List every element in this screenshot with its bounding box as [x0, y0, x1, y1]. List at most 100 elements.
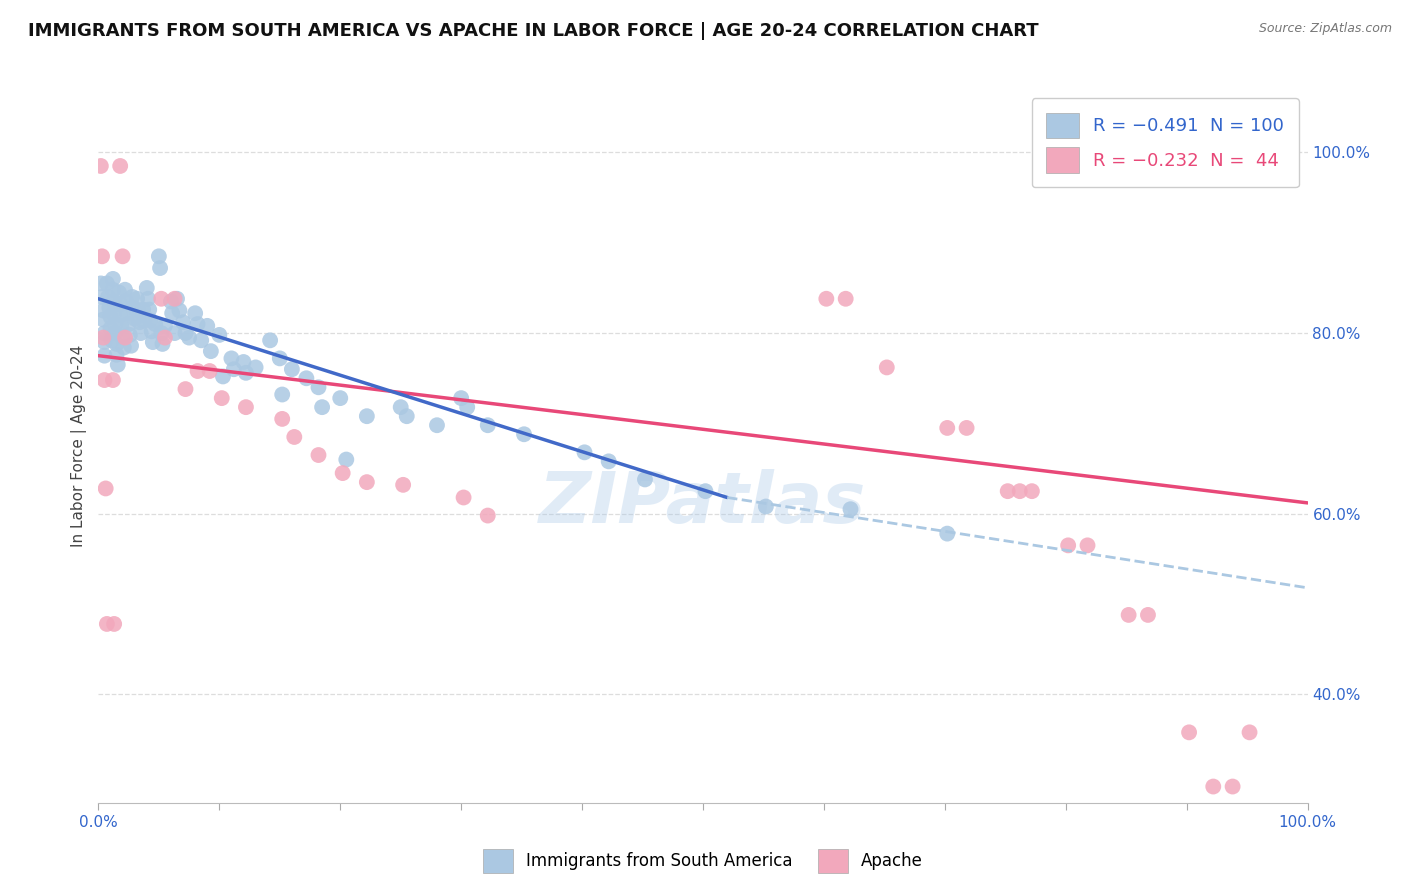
Point	[103, 294, 125, 309]
Point	[93, 373, 115, 387]
Point	[212, 369, 235, 384]
Text: ZIPatlas: ZIPatlas	[540, 468, 866, 538]
Point	[1178, 725, 1201, 739]
Point	[329, 391, 352, 405]
Point	[169, 303, 191, 318]
Point	[153, 330, 176, 344]
Point	[117, 306, 139, 320]
Point	[208, 327, 231, 342]
Point	[245, 360, 267, 375]
Point	[98, 301, 121, 315]
Point	[138, 302, 160, 317]
Point	[105, 348, 128, 362]
Point	[124, 311, 146, 326]
Point	[120, 339, 142, 353]
Point	[392, 478, 415, 492]
Point	[335, 452, 357, 467]
Point	[200, 344, 222, 359]
Point	[271, 387, 294, 401]
Point	[187, 317, 209, 331]
Point	[136, 292, 159, 306]
Point	[127, 292, 149, 306]
Point	[111, 249, 134, 263]
Point	[174, 326, 197, 340]
Point	[166, 292, 188, 306]
Point	[96, 277, 118, 291]
Point	[91, 290, 114, 304]
Point	[235, 366, 257, 380]
Point	[108, 308, 131, 322]
Point	[1008, 484, 1031, 499]
Point	[1076, 538, 1098, 552]
Point	[100, 321, 122, 335]
Legend: Immigrants from South America, Apache: Immigrants from South America, Apache	[477, 842, 929, 880]
Point	[936, 421, 959, 435]
Point	[110, 318, 132, 333]
Point	[308, 448, 330, 462]
Point	[839, 502, 862, 516]
Point	[190, 334, 212, 348]
Point	[834, 292, 856, 306]
Point	[91, 312, 114, 326]
Point	[93, 326, 115, 340]
Point	[955, 421, 977, 435]
Point	[94, 482, 117, 496]
Point	[453, 491, 475, 505]
Point	[1021, 484, 1043, 499]
Point	[105, 337, 128, 351]
Point	[111, 329, 134, 343]
Point	[308, 380, 330, 394]
Point	[160, 306, 183, 320]
Point	[1202, 780, 1225, 794]
Point	[152, 337, 174, 351]
Point	[634, 472, 657, 486]
Point	[129, 326, 152, 340]
Point	[97, 290, 120, 304]
Point	[184, 306, 207, 320]
Point	[139, 313, 162, 327]
Point	[122, 301, 145, 315]
Point	[132, 302, 155, 317]
Point	[232, 355, 254, 369]
Point	[271, 412, 294, 426]
Text: Source: ZipAtlas.com: Source: ZipAtlas.com	[1258, 22, 1392, 36]
Point	[574, 445, 596, 459]
Point	[149, 261, 172, 276]
Point	[222, 362, 245, 376]
Point	[93, 349, 115, 363]
Point	[127, 303, 149, 318]
Point	[101, 373, 124, 387]
Point	[103, 306, 125, 320]
Point	[101, 283, 124, 297]
Point	[876, 360, 898, 375]
Point	[91, 330, 114, 344]
Point	[1118, 607, 1140, 622]
Point	[101, 272, 124, 286]
Point	[114, 283, 136, 297]
Point	[295, 371, 318, 385]
Point	[112, 341, 135, 355]
Point	[107, 358, 129, 372]
Point	[153, 318, 176, 333]
Point	[755, 500, 778, 514]
Point	[90, 159, 112, 173]
Point	[187, 364, 209, 378]
Point	[1057, 538, 1080, 552]
Point	[128, 315, 150, 329]
Point	[174, 382, 197, 396]
Point	[1222, 780, 1244, 794]
Point	[160, 294, 183, 309]
Point	[356, 475, 378, 490]
Point	[815, 292, 838, 306]
Legend: R = −0.491  N = 100, R = −0.232  N =  44: R = −0.491 N = 100, R = −0.232 N = 44	[1032, 98, 1299, 187]
Point	[456, 400, 478, 414]
Point	[211, 391, 233, 405]
Point	[389, 400, 412, 414]
Text: IMMIGRANTS FROM SOUTH AMERICA VS APACHE IN LABOR FORCE | AGE 20-24 CORRELATION C: IMMIGRANTS FROM SOUTH AMERICA VS APACHE …	[28, 22, 1039, 40]
Point	[1239, 725, 1261, 739]
Point	[179, 330, 201, 344]
Point	[311, 400, 333, 414]
Point	[332, 466, 354, 480]
Point	[395, 409, 418, 424]
Point	[108, 159, 131, 173]
